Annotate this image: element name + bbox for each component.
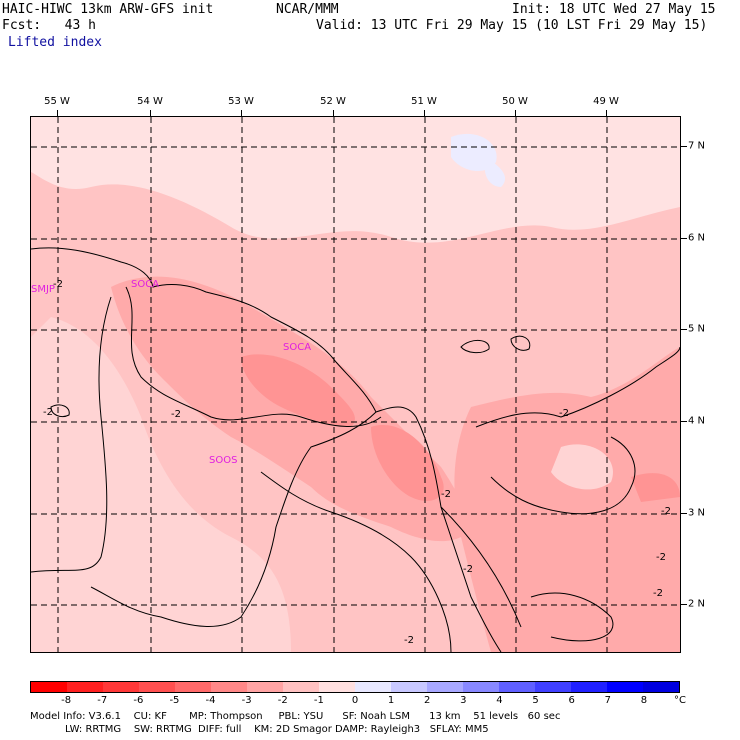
colorbar-swatch — [499, 682, 535, 692]
colorbar-label: 0 — [351, 695, 359, 706]
lifted-index-map: SMJP SOCA SOCA SOOS -2 -2 -2 -2 -2 -2 -2… — [30, 117, 681, 653]
colorbar-swatch — [643, 682, 679, 692]
lon-label: 52 W — [320, 96, 346, 107]
colorbar-swatch — [211, 682, 247, 692]
shade-region — [241, 354, 355, 427]
tick-mark — [606, 110, 607, 116]
contour-value-label: -2 — [43, 407, 53, 418]
tick-mark — [681, 421, 687, 422]
station-label: SOCA — [131, 279, 159, 290]
lon-label: 53 W — [228, 96, 254, 107]
colorbar-label: 3 — [460, 695, 467, 706]
station-label: SOOS — [209, 455, 237, 466]
colorbar-label: 2 — [424, 695, 431, 706]
lon-label: 54 W — [137, 96, 163, 107]
model-info-line2: LW: RRTMG SW: RRTMG DIFF: full KM: 2D Sm… — [30, 724, 489, 735]
colorbar-swatch — [355, 682, 391, 692]
station-label: SMJP — [31, 284, 55, 295]
lat-label: 4 N — [688, 415, 706, 427]
colorbar-swatch — [607, 682, 643, 692]
colorbar-swatch — [427, 682, 463, 692]
lon-label: 49 W — [593, 96, 619, 107]
valid-time: Valid: 13 UTC Fri 29 May 15 (10 LST Fri … — [316, 18, 708, 33]
lat-label: 3 N — [688, 507, 706, 519]
lat-label: 6 N — [688, 232, 706, 244]
contour-value-label: -2 — [656, 552, 666, 563]
colorbar-swatch — [103, 682, 139, 692]
map-panel: SMJP SOCA SOCA SOOS -2 -2 -2 -2 -2 -2 -2… — [30, 116, 681, 653]
colorbar — [30, 681, 680, 693]
shade-region — [31, 117, 680, 243]
lon-label: 50 W — [502, 96, 528, 107]
shade-region — [31, 317, 291, 652]
contour-value-label: -2 — [661, 506, 671, 517]
contour-lines — [50, 286, 681, 653]
station-label: SOCA — [283, 342, 311, 353]
colorbar-label: 5 — [532, 695, 539, 706]
lat-lon-grid — [31, 117, 680, 652]
colorbar-swatch — [463, 682, 499, 692]
colorbar-label: -4 — [205, 695, 216, 706]
forecast-hour: Fcst: 43 h — [2, 18, 96, 33]
shade-region — [484, 157, 506, 187]
colorbar-swatch — [535, 682, 571, 692]
tick-mark — [681, 238, 687, 239]
colorbar-label: -1 — [313, 695, 324, 706]
colorbar-label: -7 — [97, 695, 108, 706]
colorbar-label: -3 — [241, 695, 252, 706]
model-info-line1: Model Info: V3.6.1 CU: KF MP: Thompson P… — [30, 711, 561, 722]
colorbar-swatch — [571, 682, 607, 692]
contour-value-label: -2 — [653, 588, 663, 599]
contour-value-label: -2 — [404, 635, 414, 646]
colorbar-label: -6 — [133, 695, 144, 706]
contour-value-label: -2 — [441, 489, 451, 500]
tick-mark — [681, 329, 687, 330]
field-name: Lifted index — [8, 35, 102, 50]
colorbar-swatch — [67, 682, 103, 692]
tick-mark — [681, 513, 687, 514]
colorbar-swatch — [283, 682, 319, 692]
tick-mark — [681, 146, 687, 147]
init-time: Init: 18 UTC Wed 27 May 15 — [512, 2, 716, 17]
lat-label: 2 N — [688, 598, 706, 610]
tick-mark — [515, 110, 516, 116]
contour-value-label: -2 — [171, 409, 181, 420]
colorbar-label: 7 — [604, 695, 611, 706]
colorbar-swatch — [319, 682, 355, 692]
shade-region — [551, 444, 613, 490]
colorbar-label: -5 — [169, 695, 180, 706]
tick-mark — [150, 110, 151, 116]
model-title: HAIC-HIWC 13km ARW-GFS init — [2, 2, 214, 17]
colorbar-swatch — [391, 682, 427, 692]
colorbar-label: 1 — [387, 695, 395, 706]
coastline — [30, 247, 522, 653]
tick-mark — [57, 110, 58, 116]
contour-value-label: -2 — [559, 408, 569, 419]
tick-mark — [333, 110, 334, 116]
lon-label: 55 W — [44, 96, 70, 107]
lon-label: 51 W — [411, 96, 437, 107]
colorbar-swatch — [247, 682, 283, 692]
colorbar-label: 8 — [640, 695, 648, 706]
colorbar-label: 6 — [568, 695, 575, 706]
tick-mark — [241, 110, 242, 116]
lat-label: 7 N — [688, 140, 706, 152]
colorbar-swatch — [139, 682, 175, 692]
colorbar-unit: °C — [674, 695, 686, 706]
contour-value-label: -2 — [53, 279, 63, 290]
org-label: NCAR/MMM — [276, 2, 339, 17]
colorbar-swatch — [31, 682, 67, 692]
colorbar-label: 4 — [496, 695, 503, 706]
tick-mark — [424, 110, 425, 116]
lat-label: 5 N — [688, 323, 706, 335]
tick-mark — [681, 604, 687, 605]
colorbar-label: -2 — [277, 695, 288, 706]
shade-region — [454, 347, 680, 652]
colorbar-label: -8 — [61, 695, 72, 706]
shade-region — [631, 473, 680, 502]
colorbar-swatch — [175, 682, 211, 692]
contour-value-label: -2 — [463, 564, 473, 575]
